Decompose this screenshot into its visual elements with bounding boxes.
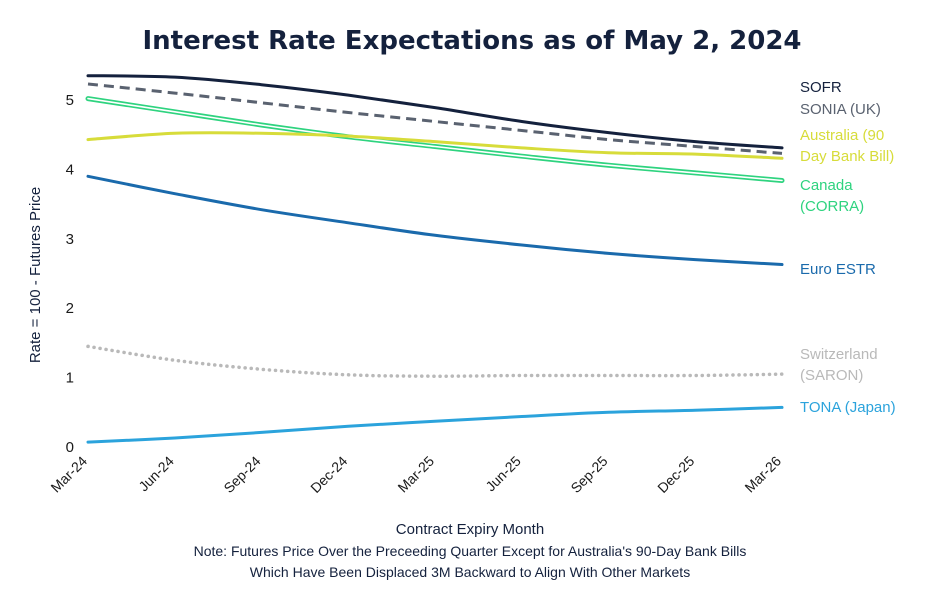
series-line-group — [86, 174, 784, 266]
x-tick-label: Mar-26 — [741, 453, 784, 496]
x-axis-label: Contract Expiry Month — [396, 521, 544, 538]
chart-title: Interest Rate Expectations as of May 2, … — [142, 26, 801, 56]
y-tick-label: 1 — [66, 370, 74, 387]
series-line-group — [86, 405, 784, 444]
x-tick-label: Sep-25 — [567, 453, 610, 496]
series-line-group — [86, 344, 784, 378]
y-axis: 0 1 2 3 4 5 — [66, 92, 74, 456]
series-labels: SOFR SONIA (UK) Australia (90 Day Bank Bill… — [800, 79, 896, 416]
series-label: Euro ESTR — [800, 261, 876, 278]
y-tick-label: 2 — [66, 300, 74, 317]
y-tick-label: 3 — [66, 231, 74, 248]
series-line-group — [87, 82, 783, 155]
series-line-inner — [87, 97, 783, 182]
x-tick-label: Mar-24 — [47, 453, 90, 496]
chart-note-line-2: Which Have Been Displaced 3M Backward to… — [250, 564, 690, 580]
series-label: Australia (90 Day Bank Bill) — [800, 127, 894, 165]
x-tick-label: Mar-25 — [394, 453, 437, 496]
x-tick-label: Jun-24 — [135, 453, 177, 495]
series-label: SOFR — [800, 79, 842, 96]
series-line — [86, 344, 784, 378]
y-tick-label: 5 — [66, 92, 74, 109]
series-line — [86, 74, 784, 150]
x-axis: Mar-24 Jun-24 Sep-24 Dec-24 Mar-25 Jun-25 Sep-… — [47, 453, 784, 496]
chart-note-line-1: Note: Futures Price Over the Preceeding … — [194, 543, 747, 559]
series-line-group — [86, 131, 784, 160]
series-label: SONIA (UK) — [800, 101, 881, 118]
series-line-group — [85, 96, 785, 183]
x-tick-label: Sep-24 — [220, 453, 263, 496]
series-line — [87, 82, 783, 155]
series-line-group — [86, 74, 784, 150]
y-tick-label: 4 — [66, 161, 74, 178]
series-label: Canada (CORRA) — [800, 177, 864, 215]
series-label: Switzerland (SARON) — [800, 346, 878, 384]
y-tick-label: 0 — [66, 439, 74, 456]
x-tick-label: Dec-24 — [307, 453, 350, 496]
series-lines — [85, 74, 785, 444]
series-line — [86, 405, 784, 444]
series-label: TONA (Japan) — [800, 399, 896, 416]
x-tick-label: Dec-25 — [654, 453, 697, 496]
series-line — [86, 174, 784, 266]
y-axis-label: Rate = 100 - Futures Price — [27, 187, 44, 363]
series-line — [86, 131, 784, 160]
x-tick-label: Jun-25 — [482, 453, 524, 495]
